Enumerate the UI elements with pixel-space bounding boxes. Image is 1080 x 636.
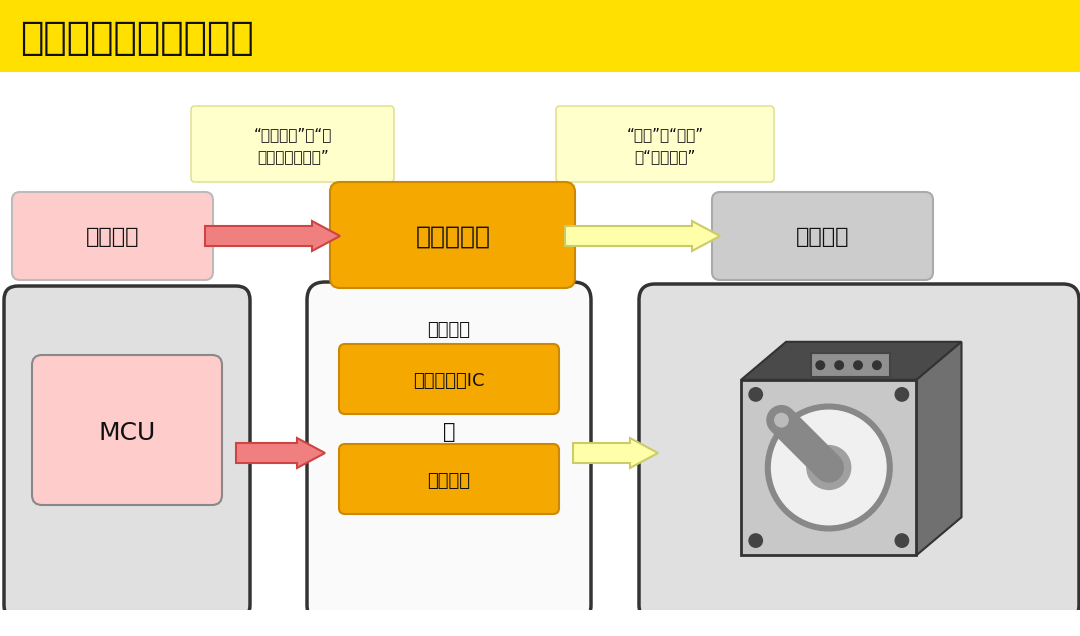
Text: “方向”、“大小”: “方向”、“大小” [626, 127, 703, 142]
Circle shape [807, 446, 851, 490]
Polygon shape [237, 438, 325, 468]
Circle shape [854, 361, 862, 370]
Text: 电机驱动器: 电机驱动器 [416, 225, 490, 249]
Text: 电机驱动器IC: 电机驱动器IC [414, 372, 485, 390]
Text: 典型驱动系统的方框图: 典型驱动系统的方框图 [21, 19, 254, 57]
FancyBboxPatch shape [339, 444, 559, 514]
Polygon shape [741, 342, 961, 380]
Text: 步进电机: 步进电机 [796, 227, 850, 247]
Polygon shape [573, 438, 658, 468]
Circle shape [750, 388, 762, 401]
FancyBboxPatch shape [191, 106, 394, 182]
FancyBboxPatch shape [639, 284, 1079, 621]
FancyBboxPatch shape [4, 286, 249, 619]
Bar [0, 610, 1080, 636]
FancyBboxPatch shape [307, 282, 591, 623]
Text: MCU: MCU [98, 421, 156, 445]
Bar [741, 380, 917, 555]
FancyBboxPatch shape [339, 344, 559, 414]
Text: 或: 或 [443, 422, 456, 442]
Circle shape [873, 361, 881, 370]
Circle shape [771, 410, 886, 525]
Circle shape [750, 534, 762, 548]
Bar [0, 0, 1080, 72]
FancyBboxPatch shape [32, 355, 222, 505]
Circle shape [766, 404, 892, 531]
FancyBboxPatch shape [556, 106, 774, 182]
Circle shape [835, 361, 843, 370]
Polygon shape [917, 342, 961, 555]
Text: 控制单元: 控制单元 [86, 227, 139, 247]
Circle shape [895, 534, 908, 548]
Circle shape [816, 361, 824, 370]
FancyBboxPatch shape [712, 192, 933, 280]
Polygon shape [205, 221, 340, 251]
Text: “重复次数”和“一: “重复次数”和“一 [254, 127, 333, 142]
Polygon shape [565, 221, 720, 251]
Text: 个步距角的时间”: 个步距角的时间” [257, 149, 329, 165]
Circle shape [895, 388, 908, 401]
Text: 和“电流合成”: 和“电流合成” [634, 149, 696, 165]
Text: 驱动装置: 驱动装置 [428, 321, 471, 339]
FancyBboxPatch shape [12, 192, 213, 280]
Circle shape [774, 413, 788, 427]
FancyBboxPatch shape [330, 182, 575, 288]
Text: 分立器件: 分立器件 [428, 472, 471, 490]
Bar [810, 353, 890, 377]
